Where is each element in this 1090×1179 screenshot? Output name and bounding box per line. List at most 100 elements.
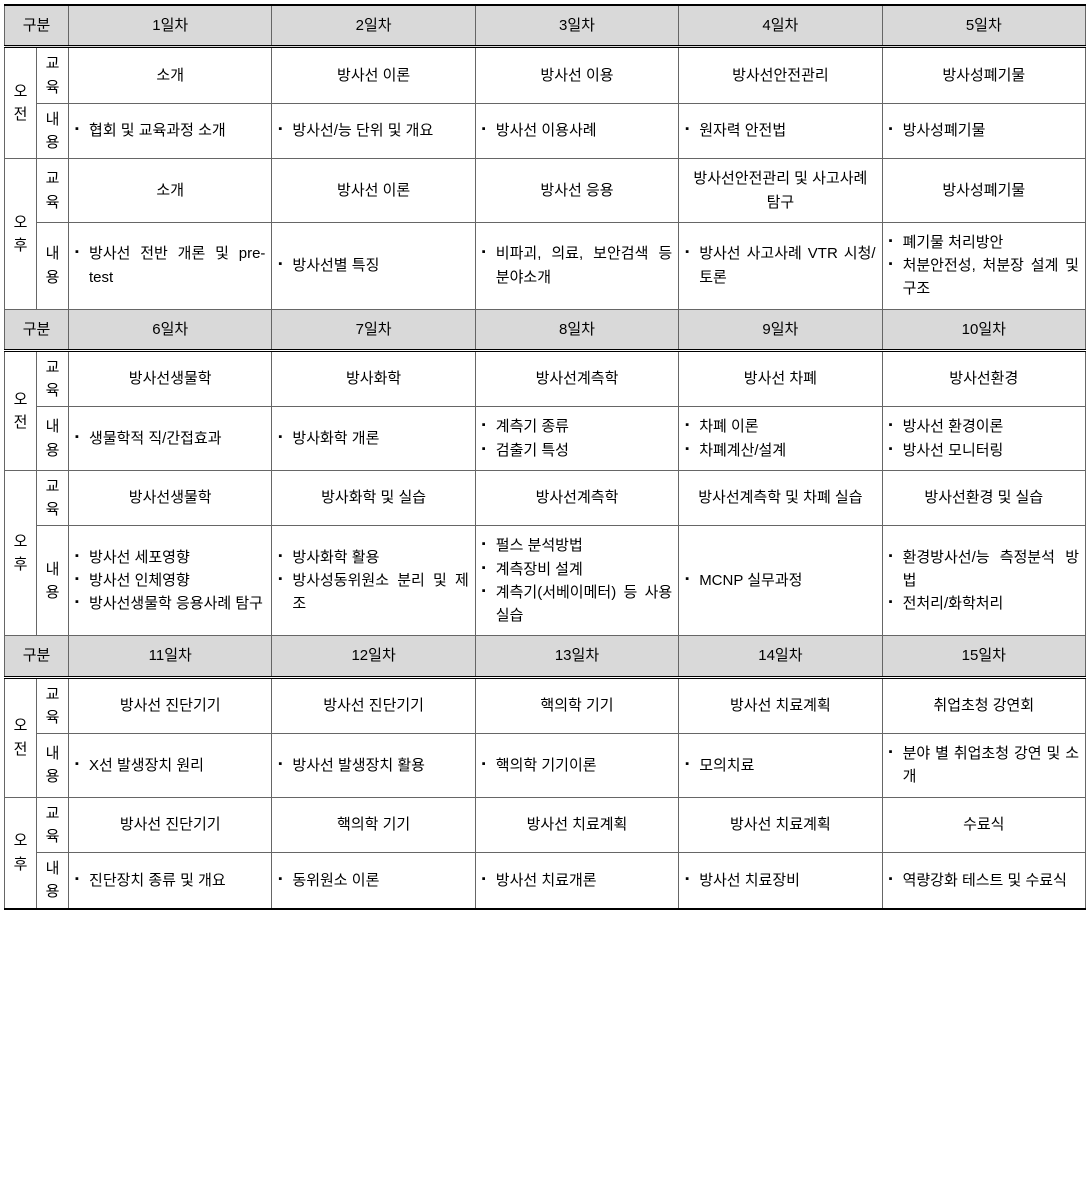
- edu-cell: 취업초청 강연회: [882, 677, 1085, 734]
- list-item: 방사선/능 단위 및 개요: [278, 119, 468, 142]
- row-header-pm: 오후: [5, 797, 37, 909]
- list-item: 동위원소 이론: [278, 869, 468, 892]
- list-item: 방사선 이용사례: [482, 119, 672, 142]
- content-cell: 방사선/능 단위 및 개요: [272, 103, 475, 159]
- edu-cell: 방사선 응용: [475, 159, 678, 223]
- row-subheader-content: 내용: [37, 407, 69, 471]
- col-header-day: 10일차: [882, 309, 1085, 350]
- edu-cell: 방사선안전관리 및 사고사례 탐구: [679, 159, 882, 223]
- list-item: 처분안전성, 처분장 설계 및 구조: [889, 254, 1079, 301]
- content-cell: 분야 별 취업초청 강연 및 소개: [882, 734, 1085, 798]
- edu-cell: 방사선계측학: [475, 350, 678, 407]
- content-cell: 방사선 발생장치 활용: [272, 734, 475, 798]
- edu-cell: 방사선 이용: [475, 47, 678, 104]
- list-item: 방사선 전반 개론 및 pre-test: [75, 242, 265, 289]
- content-cell: 방사성폐기물: [882, 103, 1085, 159]
- col-header-day: 7일차: [272, 309, 475, 350]
- content-cell: MCNP 실무과정: [679, 526, 882, 636]
- list-item: 원자력 안전법: [685, 119, 875, 142]
- col-header-day: 11일차: [69, 636, 272, 677]
- content-cell: 방사선 사고사례 VTR 시청/토론: [679, 222, 882, 309]
- col-header-gubun: 구분: [5, 5, 69, 47]
- content-cell: 방사선 이용사례: [475, 103, 678, 159]
- row-subheader-edu: 교육: [37, 470, 69, 526]
- col-header-day: 12일차: [272, 636, 475, 677]
- col-header-day: 4일차: [679, 5, 882, 47]
- edu-cell: 방사선생물학: [69, 470, 272, 526]
- row-header-pm: 오후: [5, 159, 37, 309]
- list-item: 방사성동위원소 분리 및 제조: [278, 569, 468, 616]
- col-header-day: 14일차: [679, 636, 882, 677]
- edu-cell: 소개: [69, 47, 272, 104]
- list-item: 방사선 치료장비: [685, 869, 875, 892]
- edu-cell: 방사선계측학: [475, 470, 678, 526]
- row-subheader-content: 내용: [37, 222, 69, 309]
- list-item: 협회 및 교육과정 소개: [75, 119, 265, 142]
- list-item: 폐기물 처리방안: [889, 231, 1079, 254]
- edu-cell: 방사선환경 및 실습: [882, 470, 1085, 526]
- col-header-day: 15일차: [882, 636, 1085, 677]
- edu-cell: 방사선계측학 및 차폐 실습: [679, 470, 882, 526]
- edu-cell: 소개: [69, 159, 272, 223]
- edu-cell: 방사선 진단기기: [69, 677, 272, 734]
- edu-cell: 방사선 치료계획: [679, 677, 882, 734]
- content-cell: 방사선 치료장비: [679, 853, 882, 909]
- list-item: 방사선 모니터링: [889, 439, 1079, 462]
- edu-cell: 방사선 차폐: [679, 350, 882, 407]
- edu-cell: 방사선 치료계획: [679, 797, 882, 853]
- row-subheader-edu: 교육: [37, 677, 69, 734]
- content-cell: 방사선 세포영향방사선 인체영향방사선생물학 응용사례 탐구: [69, 526, 272, 636]
- content-cell: 방사선 환경이론방사선 모니터링: [882, 407, 1085, 471]
- list-item: 방사선생물학 응용사례 탐구: [75, 592, 265, 615]
- list-item: 비파괴, 의료, 보안검색 등 분야소개: [482, 242, 672, 289]
- content-cell: X선 발생장치 원리: [69, 734, 272, 798]
- edu-cell: 방사선생물학: [69, 350, 272, 407]
- col-header-day: 9일차: [679, 309, 882, 350]
- list-item: 환경방사선/능 측정분석 방법: [889, 546, 1079, 593]
- list-item: 생물학적 직/간접효과: [75, 427, 265, 450]
- row-subheader-content: 내용: [37, 103, 69, 159]
- col-header-gubun: 구분: [5, 309, 69, 350]
- list-item: 방사선 사고사례 VTR 시청/토론: [685, 242, 875, 289]
- content-cell: 동위원소 이론: [272, 853, 475, 909]
- list-item: 계측기(서베이메터) 등 사용 실습: [482, 581, 672, 628]
- edu-cell: 방사선 진단기기: [272, 677, 475, 734]
- content-cell: 차폐 이론차폐계산/설계: [679, 407, 882, 471]
- content-cell: 비파괴, 의료, 보안검색 등 분야소개: [475, 222, 678, 309]
- list-item: 핵의학 기기이론: [482, 754, 672, 777]
- edu-cell: 방사화학: [272, 350, 475, 407]
- content-cell: 생물학적 직/간접효과: [69, 407, 272, 471]
- edu-cell: 방사화학 및 실습: [272, 470, 475, 526]
- list-item: MCNP 실무과정: [685, 569, 875, 592]
- row-subheader-content: 내용: [37, 526, 69, 636]
- content-cell: 방사선별 특징: [272, 222, 475, 309]
- col-header-gubun: 구분: [5, 636, 69, 677]
- row-header-pm: 오후: [5, 470, 37, 636]
- row-subheader-content: 내용: [37, 734, 69, 798]
- content-cell: 환경방사선/능 측정분석 방법전처리/화학처리: [882, 526, 1085, 636]
- content-cell: 방사화학 개론: [272, 407, 475, 471]
- row-subheader-edu: 교육: [37, 47, 69, 104]
- list-item: 전처리/화학처리: [889, 592, 1079, 615]
- list-item: 모의치료: [685, 754, 875, 777]
- list-item: 차폐 이론: [685, 415, 875, 438]
- content-cell: 협회 및 교육과정 소개: [69, 103, 272, 159]
- row-header-am: 오전: [5, 677, 37, 797]
- content-cell: 방사선 치료개론: [475, 853, 678, 909]
- list-item: 방사선별 특징: [278, 254, 468, 277]
- row-subheader-edu: 교육: [37, 159, 69, 223]
- list-item: 진단장치 종류 및 개요: [75, 869, 265, 892]
- row-header-am: 오전: [5, 47, 37, 159]
- list-item: 방사선 발생장치 활용: [278, 754, 468, 777]
- content-cell: 폐기물 처리방안처분안전성, 처분장 설계 및 구조: [882, 222, 1085, 309]
- edu-cell: 핵의학 기기: [272, 797, 475, 853]
- list-item: 방사선 세포영향: [75, 546, 265, 569]
- list-item: 차폐계산/설계: [685, 439, 875, 462]
- list-item: 방사화학 활용: [278, 546, 468, 569]
- col-header-day: 2일차: [272, 5, 475, 47]
- edu-cell: 핵의학 기기: [475, 677, 678, 734]
- content-cell: 모의치료: [679, 734, 882, 798]
- col-header-day: 1일차: [69, 5, 272, 47]
- col-header-day: 6일차: [69, 309, 272, 350]
- edu-cell: 방사성폐기물: [882, 47, 1085, 104]
